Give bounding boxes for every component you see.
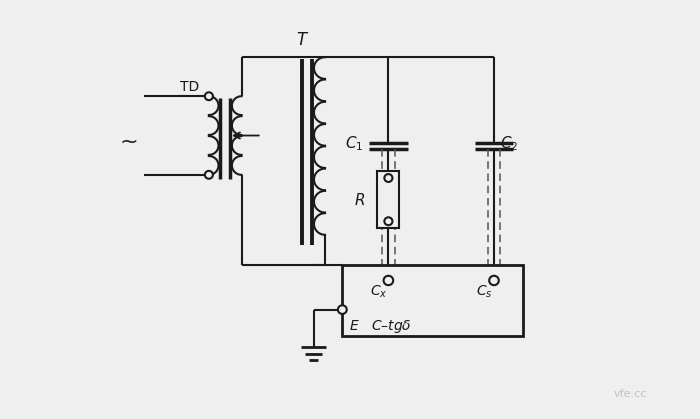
Text: vfe.cc: vfe.cc	[614, 389, 647, 399]
Text: $R$: $R$	[354, 191, 365, 208]
Text: $T$: $T$	[296, 31, 309, 49]
Text: $C_x$: $C_x$	[370, 284, 388, 300]
Circle shape	[384, 276, 393, 285]
Text: TD: TD	[180, 80, 200, 93]
Bar	[377, 171, 400, 228]
Circle shape	[338, 305, 346, 314]
Circle shape	[489, 276, 499, 285]
Text: $C_2$: $C_2$	[500, 134, 518, 153]
Text: ~: ~	[120, 131, 138, 151]
Text: $C_1$: $C_1$	[345, 134, 363, 153]
Circle shape	[205, 92, 213, 100]
Text: $C_s$: $C_s$	[476, 284, 493, 300]
Circle shape	[384, 174, 393, 182]
Circle shape	[384, 217, 393, 225]
Text: $E$: $E$	[349, 319, 360, 333]
Text: $C–$tg$\delta$: $C–$tg$\delta$	[371, 318, 412, 335]
Circle shape	[205, 171, 213, 179]
Bar	[342, 265, 523, 336]
